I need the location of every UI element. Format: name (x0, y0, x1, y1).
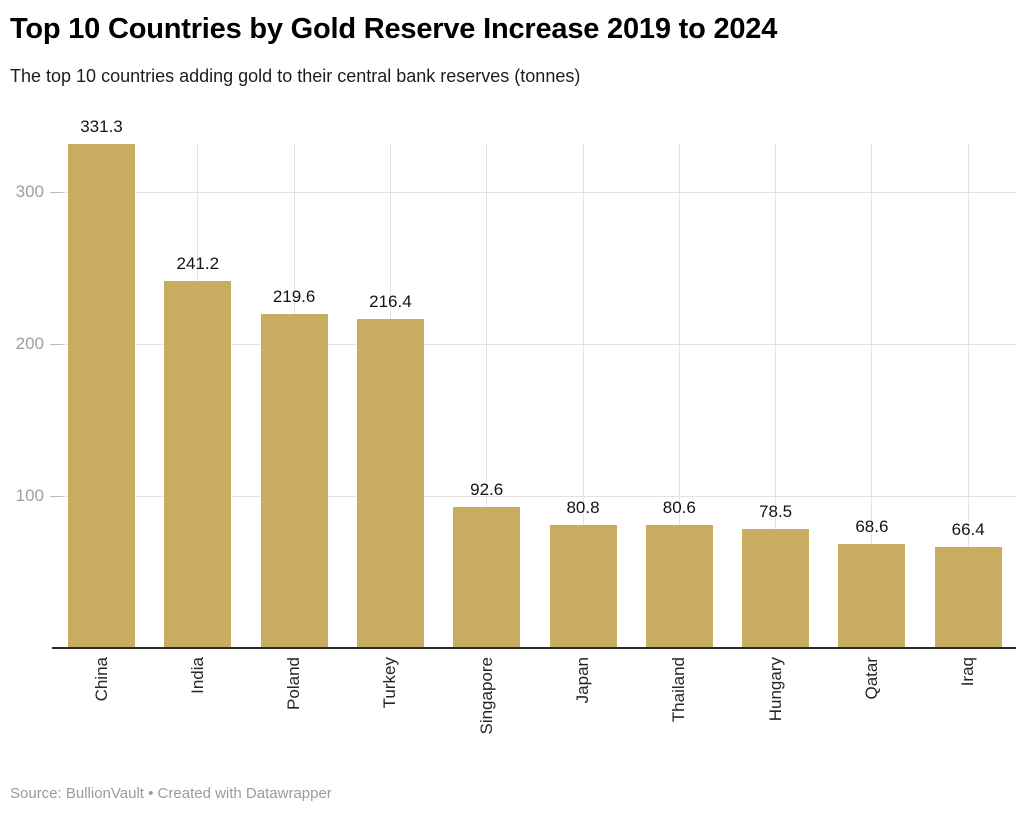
bar[interactable] (838, 543, 906, 648)
x-axis-label-text: Poland (284, 657, 304, 710)
bar[interactable] (742, 528, 810, 648)
bar[interactable] (645, 525, 713, 648)
y-tick-mark (50, 344, 63, 345)
x-axis-label-text: Singapore (476, 657, 496, 735)
x-axis-label-text: Thailand (669, 657, 689, 723)
chart-title: Top 10 Countries by Gold Reserve Increas… (10, 13, 778, 45)
x-axis-label-text: Hungary (765, 657, 785, 722)
bar-value-label: 219.6 (272, 287, 316, 307)
y-tick-mark (50, 496, 63, 497)
y-gridline (52, 344, 1016, 345)
category-gridline (678, 143, 680, 648)
x-axis-label-text: China (91, 657, 111, 702)
category-gridline (871, 143, 873, 648)
x-axis-label-text: Turkey (380, 657, 400, 709)
y-tick-label: 200 (15, 334, 44, 353)
chart-header: Top 10 Countries by Gold Reserve Increas… (10, 12, 1014, 88)
y-tick-mark (50, 192, 63, 193)
bar-value-label: 92.6 (470, 480, 504, 500)
x-axis-label-text: Qatar (861, 657, 881, 700)
bar-value-label: 68.6 (855, 516, 889, 536)
bar[interactable] (68, 144, 135, 648)
y-tick-label: 100 (15, 486, 44, 505)
bar[interactable] (453, 507, 521, 648)
bar-value-label: 80.8 (566, 498, 600, 518)
plot-area: 100 200 300 331.3 China 241.2 India 219.6 Poland… (0, 112, 1024, 780)
bar-chart: 100 200 300 331.3 China 241.2 India 219.6 Poland… (0, 112, 1024, 780)
chart-subtitle: The top 10 countries adding gold to thei… (10, 66, 581, 86)
category-gridline (486, 143, 488, 648)
y-gridline (52, 192, 1016, 193)
bar[interactable] (934, 547, 1002, 648)
bar-value-label: 80.6 (662, 498, 696, 518)
bar[interactable] (549, 525, 617, 648)
x-axis-label-text: Iraq (958, 657, 978, 687)
category-gridline (967, 143, 969, 648)
x-axis-label-text: India (187, 657, 207, 694)
category-gridline (775, 143, 777, 648)
source-note: Source: BullionVault • Created with Data… (10, 785, 332, 802)
x-axis-line (52, 647, 1016, 649)
bar-value-label: 241.2 (176, 254, 220, 274)
y-gridline (52, 496, 1016, 497)
bar-value-label: 78.5 (759, 501, 793, 521)
x-axis-label-text: Japan (573, 657, 592, 704)
bar-value-label: 331.3 (80, 117, 123, 137)
bar[interactable] (260, 314, 328, 648)
bar[interactable] (356, 319, 424, 648)
bar-value-label: 216.4 (369, 292, 412, 312)
bar-value-label: 66.4 (951, 520, 985, 540)
bar[interactable] (164, 281, 232, 648)
category-gridline (582, 143, 584, 648)
y-tick-label: 300 (15, 182, 44, 201)
